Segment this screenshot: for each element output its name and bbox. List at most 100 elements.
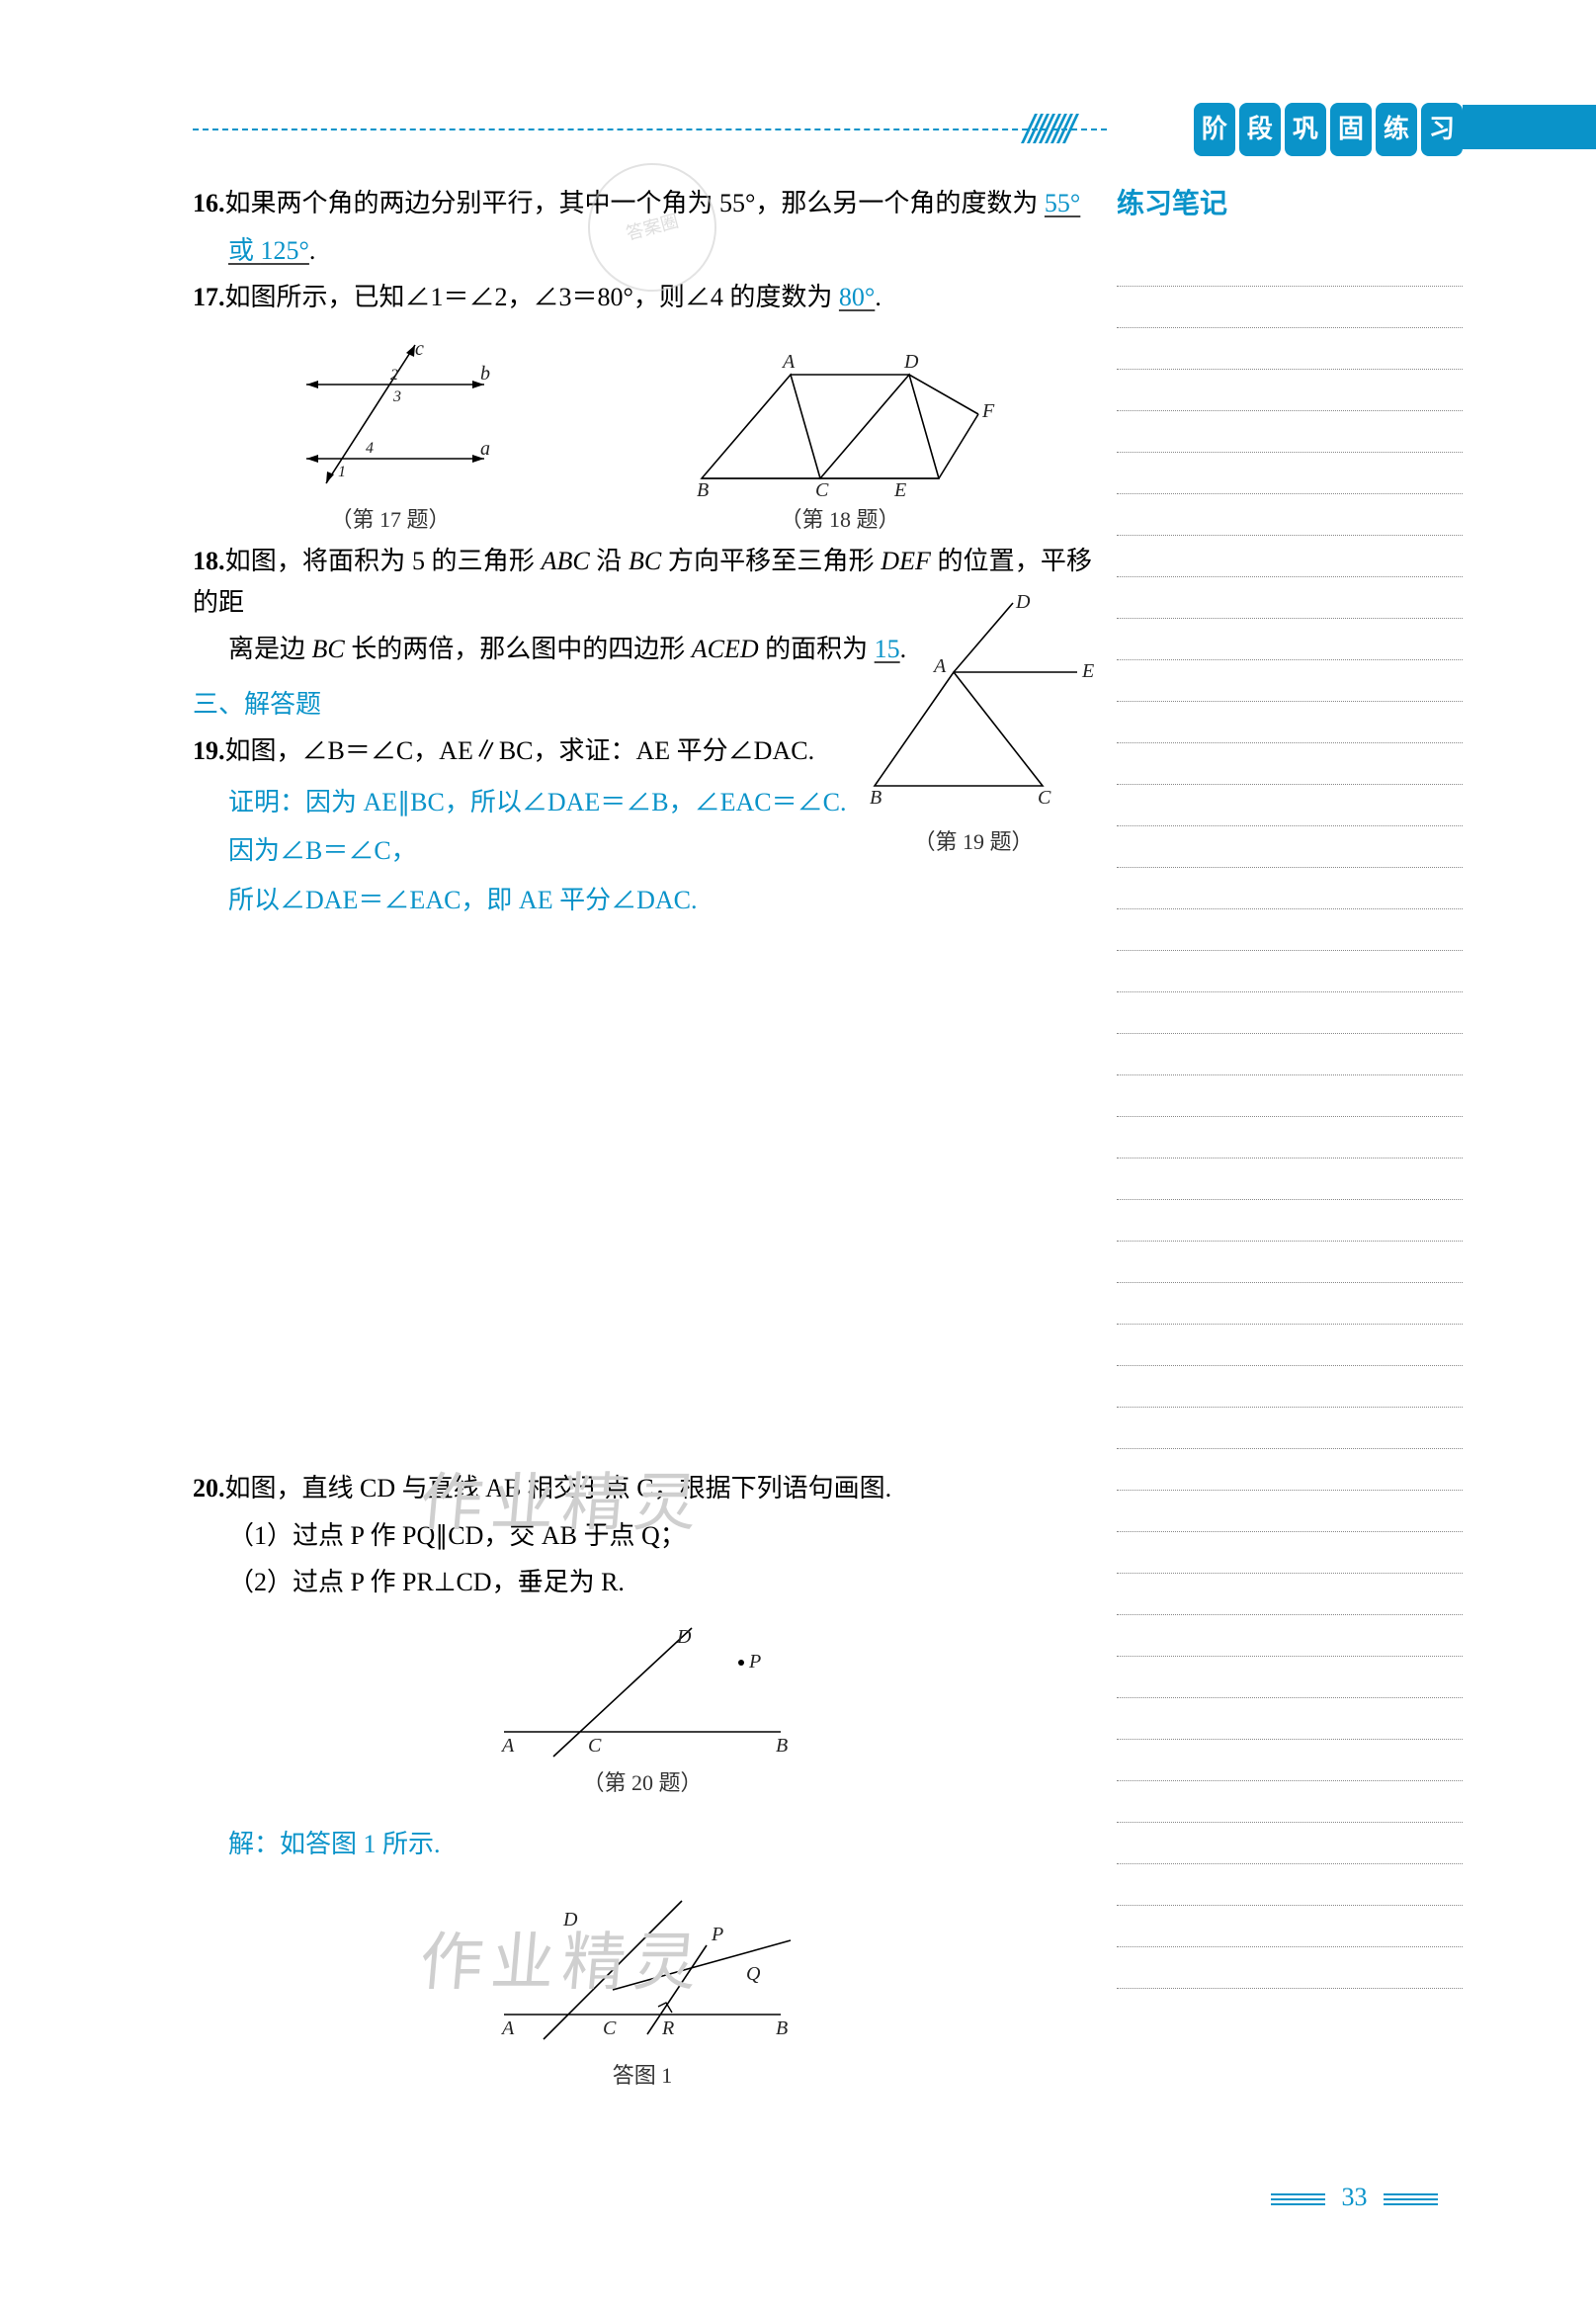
header-dash-rule [193,129,1107,130]
note-line [1117,577,1463,619]
q19-l2: 因为∠B＝∠C， [228,836,417,865]
q20-num: 20. [193,1474,225,1502]
note-line [1117,826,1463,868]
note-line [1117,1574,1463,1615]
q18-bc2: BC [312,635,345,663]
svg-text:4: 4 [366,440,374,457]
svg-text:D: D [676,1626,692,1648]
figure-18: B A C D E F （第 18 题） [672,330,1008,537]
svg-text:c: c [415,338,424,360]
figure-20-caption: （第 20 题） [464,1765,820,1800]
note-line [1117,992,1463,1034]
svg-text:B: B [697,479,709,498]
q16-num: 16. [193,189,225,217]
note-line [1117,328,1463,370]
q19-proof-label: 证明： [228,788,305,816]
svg-text:D: D [562,1909,578,1931]
q16-mid-ans: 或 125° [228,236,309,265]
svg-text:B: B [776,2017,788,2039]
capsule: 段 [1239,103,1281,156]
answer-figure-1: A C B D P Q R 答图 1 [193,1886,1092,2093]
note-line [1117,1449,1463,1491]
figure-17-svg: c b a 2 3 4 1 [277,330,504,498]
q18-num: 18. [193,547,225,575]
header-title-capsules: 阶 段 巩 固 练 习 [1194,103,1463,156]
notes-title: 练习笔记 [1117,183,1463,227]
note-line [1117,1657,1463,1698]
note-line [1117,1158,1463,1200]
capsule: 阶 [1194,103,1235,156]
note-line [1117,1242,1463,1283]
svg-text:1: 1 [338,464,346,480]
figure-19: B C A D E （第 19 题） [845,593,1102,859]
svg-text:A: A [500,1735,515,1757]
capsule: 巩 [1285,103,1326,156]
note-line [1117,1781,1463,1823]
note-line [1117,1615,1463,1657]
figure-19-svg: B C A D E [845,593,1102,820]
svg-text:P: P [748,1651,761,1673]
svg-text:b: b [480,363,490,385]
figure-17: c b a 2 3 4 1 （第 17 题） [277,330,504,537]
q17-num: 17. [193,283,225,311]
notes-lines [1117,245,1463,1989]
main-content: 答案圈 16.如果两个角的两边分别平行，其中一个角为 55°，那么另一个角的度数… [193,183,1092,2094]
note-line [1117,1491,1463,1532]
q18-def: DEF [881,547,931,575]
note-line [1117,370,1463,411]
q18-f: 长的两倍，那么图中的四边形 [345,635,692,663]
note-line [1117,536,1463,577]
q16-ans1: 55° [1045,189,1080,217]
note-line [1117,453,1463,494]
page-header: 阶 段 巩 固 练 习 [193,129,1463,173]
q16-tail: . [309,236,316,265]
note-line [1117,1740,1463,1781]
note-line [1117,660,1463,702]
svg-text:P: P [711,1924,723,1945]
note-line [1117,868,1463,909]
page-number: 33 [1261,2177,1448,2218]
q17-ans: 80° [839,283,875,311]
svg-text:Q: Q [746,1963,761,1985]
note-line [1117,1864,1463,1906]
svg-text:B: B [870,787,882,809]
capsule: 固 [1330,103,1372,156]
note-line [1117,951,1463,992]
q18-aced: ACED [692,635,759,663]
answer-figure-1-caption: 答图 1 [464,2058,820,2093]
q19-l1: 因为 AE∥BC，所以∠DAE＝∠B，∠EAC＝∠C. [305,788,846,816]
note-line [1117,1947,1463,1989]
header-hatch-icon [1028,109,1107,148]
q19-text: 如图，∠B＝∠C，AE∥BC，求证：AE 平分∠DAC. [225,736,815,765]
answer-figure-1-svg: A C B D P Q R [464,1886,820,2054]
note-line [1117,1283,1463,1325]
page-rule-right-icon [1384,2190,1438,2208]
q18-abc: ABC [542,547,590,575]
svg-text:C: C [815,479,829,498]
note-line [1117,1366,1463,1408]
note-line [1117,702,1463,743]
q18-bc: BC [629,547,661,575]
note-line [1117,1408,1463,1449]
svg-text:A: A [781,351,796,373]
figure-17-caption: （第 17 题） [277,502,504,537]
figure-18-svg: B A C D E F [672,330,1008,498]
notes-sidebar: 练习笔记 [1117,183,1463,1989]
note-line [1117,1698,1463,1740]
note-line [1117,494,1463,536]
svg-text:C: C [1038,787,1051,809]
q19-l3: 所以∠DAE＝∠EAC，即 AE 平分∠DAC. [228,886,698,914]
q20-text: 如图，直线 CD 与直线 AB 相交于点 C，根据下列语句画图. [225,1474,892,1502]
question-16-cont: 或 125°. [193,230,1092,272]
q18-e: 离是边 [228,635,312,663]
capsule: 练 [1376,103,1417,156]
page-rule-left-icon [1271,2190,1325,2208]
q20-sub2: （2）过点 P 作 PR⊥CD，垂足为 R. [193,1562,1092,1603]
svg-text:E: E [893,479,906,498]
q17-text-a: 如图所示，已知∠1＝∠2，∠3＝80°，则∠4 的度数为 [225,283,839,311]
note-line [1117,287,1463,328]
note-line [1117,619,1463,660]
question-20: 20.如图，直线 CD 与直线 AB 相交于点 C，根据下列语句画图. [193,1468,1092,1509]
svg-text:R: R [661,2017,674,2039]
note-line [1117,411,1463,453]
